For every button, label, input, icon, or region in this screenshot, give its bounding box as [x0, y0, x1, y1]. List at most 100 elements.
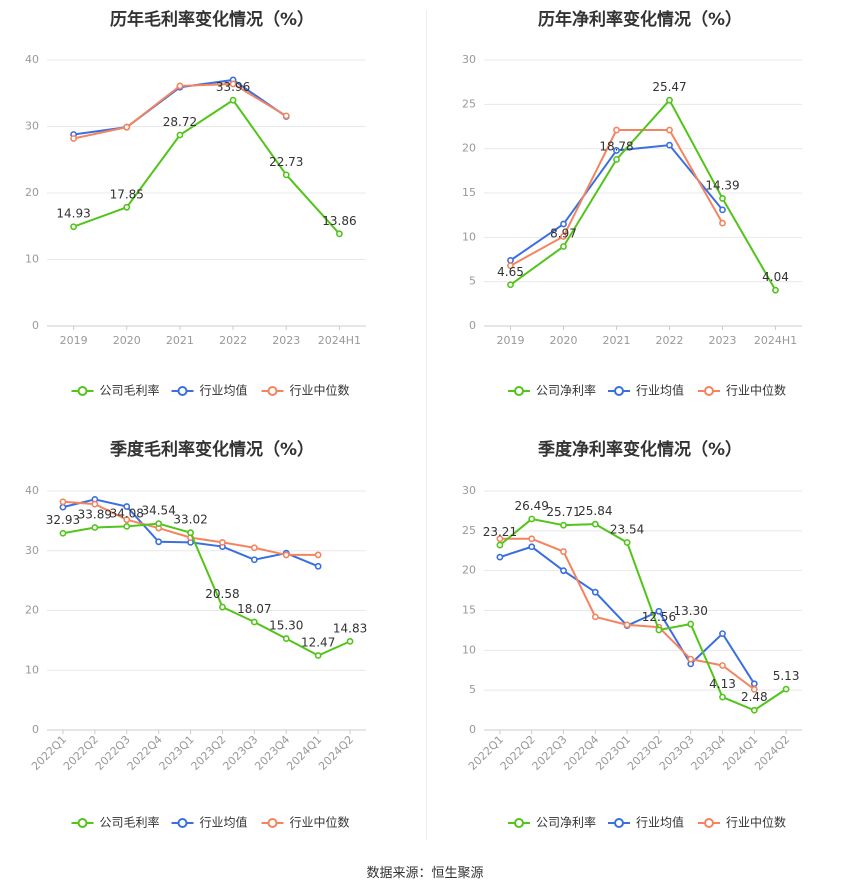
y-tick-label: 20	[462, 564, 476, 577]
y-tick-label: 30	[25, 120, 39, 133]
data-point-industry_median	[91, 500, 99, 508]
y-tick-label: 30	[462, 53, 476, 66]
y-tick-label: 40	[25, 53, 39, 66]
x-tick-label: 2019	[497, 334, 525, 347]
data-point-industry_avg	[655, 607, 663, 615]
legend-label: 行业均值	[636, 383, 684, 398]
data-label: 26.49	[515, 499, 549, 513]
data-label: 23.54	[610, 522, 644, 536]
data-label: 17.85	[110, 187, 144, 201]
y-tick-label: 40	[25, 484, 39, 497]
legend-swatch-marker	[704, 386, 714, 396]
data-point-company	[187, 529, 194, 537]
x-tick-label: 2021	[603, 334, 631, 347]
data-point-company	[772, 286, 779, 294]
data-point-industry_median	[282, 551, 290, 559]
legend-swatch-marker	[614, 818, 624, 828]
legend-label: 行业均值	[636, 815, 684, 830]
data-point-industry_avg	[155, 538, 163, 546]
y-tick-label: 20	[462, 142, 476, 155]
data-label: 34.08	[110, 506, 144, 520]
data-point-company	[507, 281, 514, 289]
legend-swatch-marker	[267, 818, 278, 828]
chart-title: 季度毛利率变化情况（%）	[110, 439, 314, 460]
data-label: 5.13	[773, 669, 800, 683]
legend-swatch-marker	[77, 818, 88, 828]
x-tick-label: 2024Q2	[752, 733, 792, 773]
data-label: 13.86	[322, 214, 356, 228]
data-point-company	[528, 515, 536, 523]
y-tick-label: 5	[469, 275, 476, 288]
data-point-company	[282, 171, 290, 179]
data-label: 12.47	[301, 635, 335, 649]
data-point-company	[613, 156, 620, 163]
data-point-industry_avg	[666, 141, 673, 149]
legend-swatch-marker	[704, 818, 714, 828]
data-point-company	[229, 96, 237, 104]
y-tick-label: 10	[25, 663, 39, 676]
data-point-industry_median	[750, 685, 758, 693]
legend-label: 行业均值	[200, 383, 248, 398]
y-tick-label: 20	[25, 186, 39, 199]
y-tick-label: 0	[32, 723, 39, 736]
data-point-industry_avg	[719, 206, 726, 214]
data-point-industry_avg	[719, 630, 726, 638]
data-label: 25.47	[652, 80, 686, 94]
data-label: 14.93	[56, 207, 90, 221]
x-tick-label: 2023	[272, 334, 300, 347]
series-line-company	[499, 517, 787, 712]
legend-label: 行业中位数	[290, 383, 350, 398]
data-point-industry_median	[496, 535, 504, 543]
series-line-company	[509, 98, 777, 291]
data-label: 18.07	[237, 602, 271, 616]
legend-label: 行业中位数	[290, 815, 350, 830]
data-point-industry_median	[623, 621, 631, 629]
data-point-company	[123, 522, 131, 530]
legend-label: 公司净利率	[536, 383, 596, 398]
data-label: 33.89	[78, 508, 112, 522]
data-point-industry_median	[560, 548, 567, 555]
data-point-company	[750, 706, 758, 714]
x-tick-label: 2020	[113, 334, 141, 347]
data-point-industry_median	[219, 538, 226, 546]
data-label: 2.48	[741, 690, 768, 704]
series-line-industry_median	[499, 537, 755, 691]
y-tick-label: 10	[462, 643, 476, 656]
y-tick-label: 10	[462, 230, 476, 243]
chart-3: 季度毛利率变化情况（%）0102030402022Q12022Q22022Q32…	[25, 439, 367, 830]
data-point-industry_avg	[528, 543, 536, 551]
data-label: 4.65	[497, 265, 524, 279]
data-point-company	[560, 521, 567, 529]
series-line-company	[62, 522, 351, 657]
legend-swatch-marker	[77, 386, 88, 396]
data-label: 33.02	[173, 513, 207, 527]
x-tick-label: 2022	[656, 334, 684, 347]
legend: 公司毛利率 行业均值 行业中位数	[71, 815, 350, 830]
x-tick-label: 2024H1	[318, 334, 361, 347]
data-point-industry_avg	[123, 503, 131, 510]
data-label: 14.39	[705, 178, 739, 192]
data-label: 25.84	[578, 504, 612, 518]
data-point-company	[336, 230, 343, 238]
data-point-company	[560, 243, 567, 250]
data-point-industry_median	[123, 516, 131, 524]
data-point-industry_median	[282, 112, 290, 120]
x-tick-label: 2023	[709, 334, 737, 347]
y-tick-label: 15	[462, 186, 476, 199]
data-point-industry_avg	[560, 567, 567, 575]
data-label: 13.30	[674, 604, 708, 618]
data-point-industry_median	[591, 613, 599, 621]
y-tick-label: 5	[469, 683, 476, 696]
legend-label: 公司净利率	[536, 815, 596, 830]
data-point-industry_avg	[560, 220, 567, 228]
y-tick-label: 10	[25, 253, 39, 266]
data-point-industry_median	[314, 551, 322, 559]
data-label: 25.71	[546, 505, 580, 519]
data-point-company	[719, 693, 726, 701]
y-tick-label: 0	[469, 319, 476, 332]
legend-label: 行业中位数	[726, 815, 786, 830]
legend: 公司毛利率 行业均值 行业中位数	[71, 383, 350, 398]
y-tick-label: 30	[25, 544, 39, 557]
legend: 公司净利率 行业均值 行业中位数	[508, 383, 786, 398]
